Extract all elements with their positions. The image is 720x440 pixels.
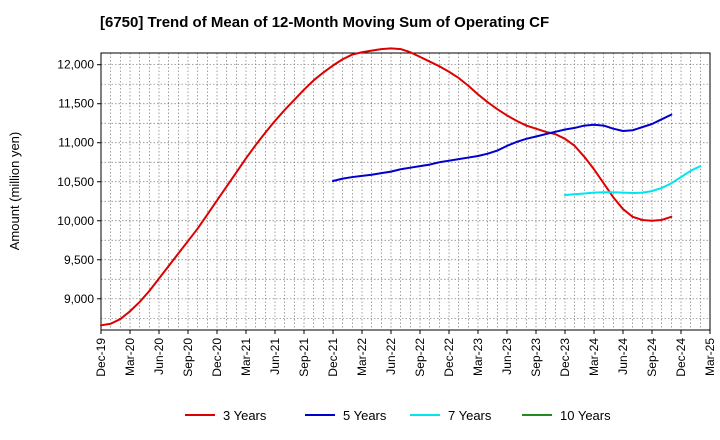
y-tick-label: 9,500 xyxy=(64,253,94,267)
legend-label-3-years: 3 Years xyxy=(223,408,267,423)
x-tick-label: Mar-22 xyxy=(355,338,369,376)
y-axis-ticks: 9,000 9,500 10,000 10,500 11,000 11,500 12,000 xyxy=(57,58,101,306)
x-tick-label: Dec-19 xyxy=(94,338,108,377)
series-line-3-years xyxy=(100,47,673,327)
x-tick-label: Mar-20 xyxy=(123,338,137,376)
y-tick-label: 10,500 xyxy=(57,175,94,189)
x-tick-label: Sep-20 xyxy=(181,338,195,377)
x-tick-label: Dec-24 xyxy=(674,338,688,377)
y-axis-label: Amount (million yen) xyxy=(7,132,22,251)
x-tick-label: Jun-24 xyxy=(616,338,630,375)
series-group xyxy=(100,47,702,327)
legend-label-5-years: 5 Years xyxy=(343,408,387,423)
x-tick-label: Mar-24 xyxy=(587,338,601,376)
x-tick-label: Dec-22 xyxy=(442,338,456,377)
x-tick-label: Dec-21 xyxy=(326,338,340,377)
x-tick-label: Dec-23 xyxy=(558,338,572,377)
grid xyxy=(101,53,710,330)
y-tick-label: 12,000 xyxy=(57,58,94,72)
x-tick-label: Sep-23 xyxy=(529,338,543,377)
x-axis-ticks: Dec-19 Mar-20 Jun-20 Sep-20 Dec-20 Mar-21 Jun-… xyxy=(94,330,717,377)
x-tick-label: Sep-24 xyxy=(645,338,659,377)
x-tick-label: Jun-20 xyxy=(152,338,166,375)
x-tick-label: Jun-23 xyxy=(500,338,514,375)
plot-area xyxy=(100,52,711,331)
x-tick-label: Mar-23 xyxy=(471,338,485,376)
legend-label-10-years: 10 Years xyxy=(560,408,611,423)
y-tick-label: 10,000 xyxy=(57,214,94,228)
legend: 3 Years 5 Years 7 Years 10 Years xyxy=(185,408,611,423)
x-tick-label: Jun-21 xyxy=(268,338,282,375)
chart-title: [6750] Trend of Mean of 12-Month Moving … xyxy=(100,14,549,31)
legend-label-7-years: 7 Years xyxy=(448,408,492,423)
series-line-5-years xyxy=(332,113,673,182)
x-tick-label: Dec-20 xyxy=(210,338,224,377)
y-tick-label: 11,000 xyxy=(58,136,94,150)
series-line-7-years xyxy=(564,165,702,197)
x-tick-label: Jun-22 xyxy=(384,338,398,375)
x-tick-label: Mar-21 xyxy=(239,338,253,376)
x-tick-label: Sep-22 xyxy=(413,338,427,377)
y-tick-label: 9,000 xyxy=(64,292,94,306)
x-tick-label: Mar-25 xyxy=(703,338,717,376)
x-tick-label: Sep-21 xyxy=(297,338,311,377)
y-tick-label: 11,500 xyxy=(58,97,94,111)
